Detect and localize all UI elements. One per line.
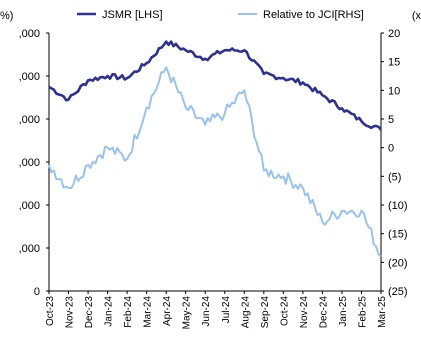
series-layer — [48, 40, 383, 258]
x-tick-label: Mar-24 — [143, 296, 154, 328]
x-tick-label: Nov-23 — [65, 296, 76, 329]
x-tick-label: Jan-24 — [104, 296, 115, 327]
right-tick-label: (15) — [388, 229, 408, 241]
series-line-jsmr — [48, 40, 383, 131]
x-axis: Oct-23 Nov-23 Dec-23 Jan-24 Feb-24 Mar-24 Apr-… — [45, 290, 388, 330]
x-tick-label: Jun-24 — [201, 296, 212, 327]
x-tick-label: Jul-24 — [221, 296, 232, 324]
x-tick-label: Sep-24 — [260, 296, 271, 329]
right-axis: (x 20 15 10 5 0 (5) (10) (15) (20) (25) — [380, 10, 421, 298]
legend: JSMR [LHS] Relative to JCI[RHS] — [77, 9, 364, 21]
right-tick-label: 15 — [388, 57, 400, 69]
x-tick-label: Jan-25 — [338, 296, 349, 327]
x-tick-label: Dec-23 — [84, 296, 95, 329]
x-tick-label: Nov-24 — [299, 296, 310, 329]
x-tick-label: Oct-23 — [45, 296, 56, 326]
right-tick-label: 10 — [388, 85, 400, 97]
x-tick-label: Mar-25 — [377, 296, 388, 328]
right-tick-label: (5) — [388, 171, 401, 183]
right-tick-label: (10) — [388, 200, 408, 212]
right-tick-label: 5 — [388, 114, 394, 126]
x-tick-label: Feb-24 — [123, 296, 134, 328]
right-axis-header: (x — [412, 10, 421, 22]
legend-label: Relative to JCI[RHS] — [263, 9, 364, 21]
left-tick-label: ,000 — [19, 71, 40, 83]
left-tick-label: ,000 — [19, 243, 40, 255]
right-tick-label: 20 — [388, 28, 400, 40]
left-tick-label: 0 — [34, 286, 40, 298]
left-axis-header: %) — [0, 10, 13, 22]
x-tick-label: Feb-25 — [357, 296, 368, 328]
right-tick-label: 0 — [388, 143, 394, 155]
left-tick-label: ,000 — [19, 114, 40, 126]
left-tick-label: ,000 — [19, 28, 40, 40]
x-tick-label: Oct-24 — [279, 296, 290, 326]
series-line-relative-jci — [48, 66, 382, 258]
left-tick-label: ,000 — [19, 200, 40, 212]
x-tick-label: Dec-24 — [318, 296, 329, 329]
right-tick-label: (25) — [388, 286, 408, 298]
x-tick-label: May-24 — [182, 296, 193, 330]
x-tick-label: Aug-24 — [240, 296, 251, 329]
right-tick-label: (20) — [388, 257, 408, 269]
x-tick-label: Apr-24 — [162, 296, 173, 326]
legend-label: JSMR [LHS] — [102, 9, 163, 21]
left-axis: %) ,000 ,000 ,000 ,000 ,000 ,000 0 — [0, 10, 50, 298]
left-tick-label: ,000 — [19, 157, 40, 169]
